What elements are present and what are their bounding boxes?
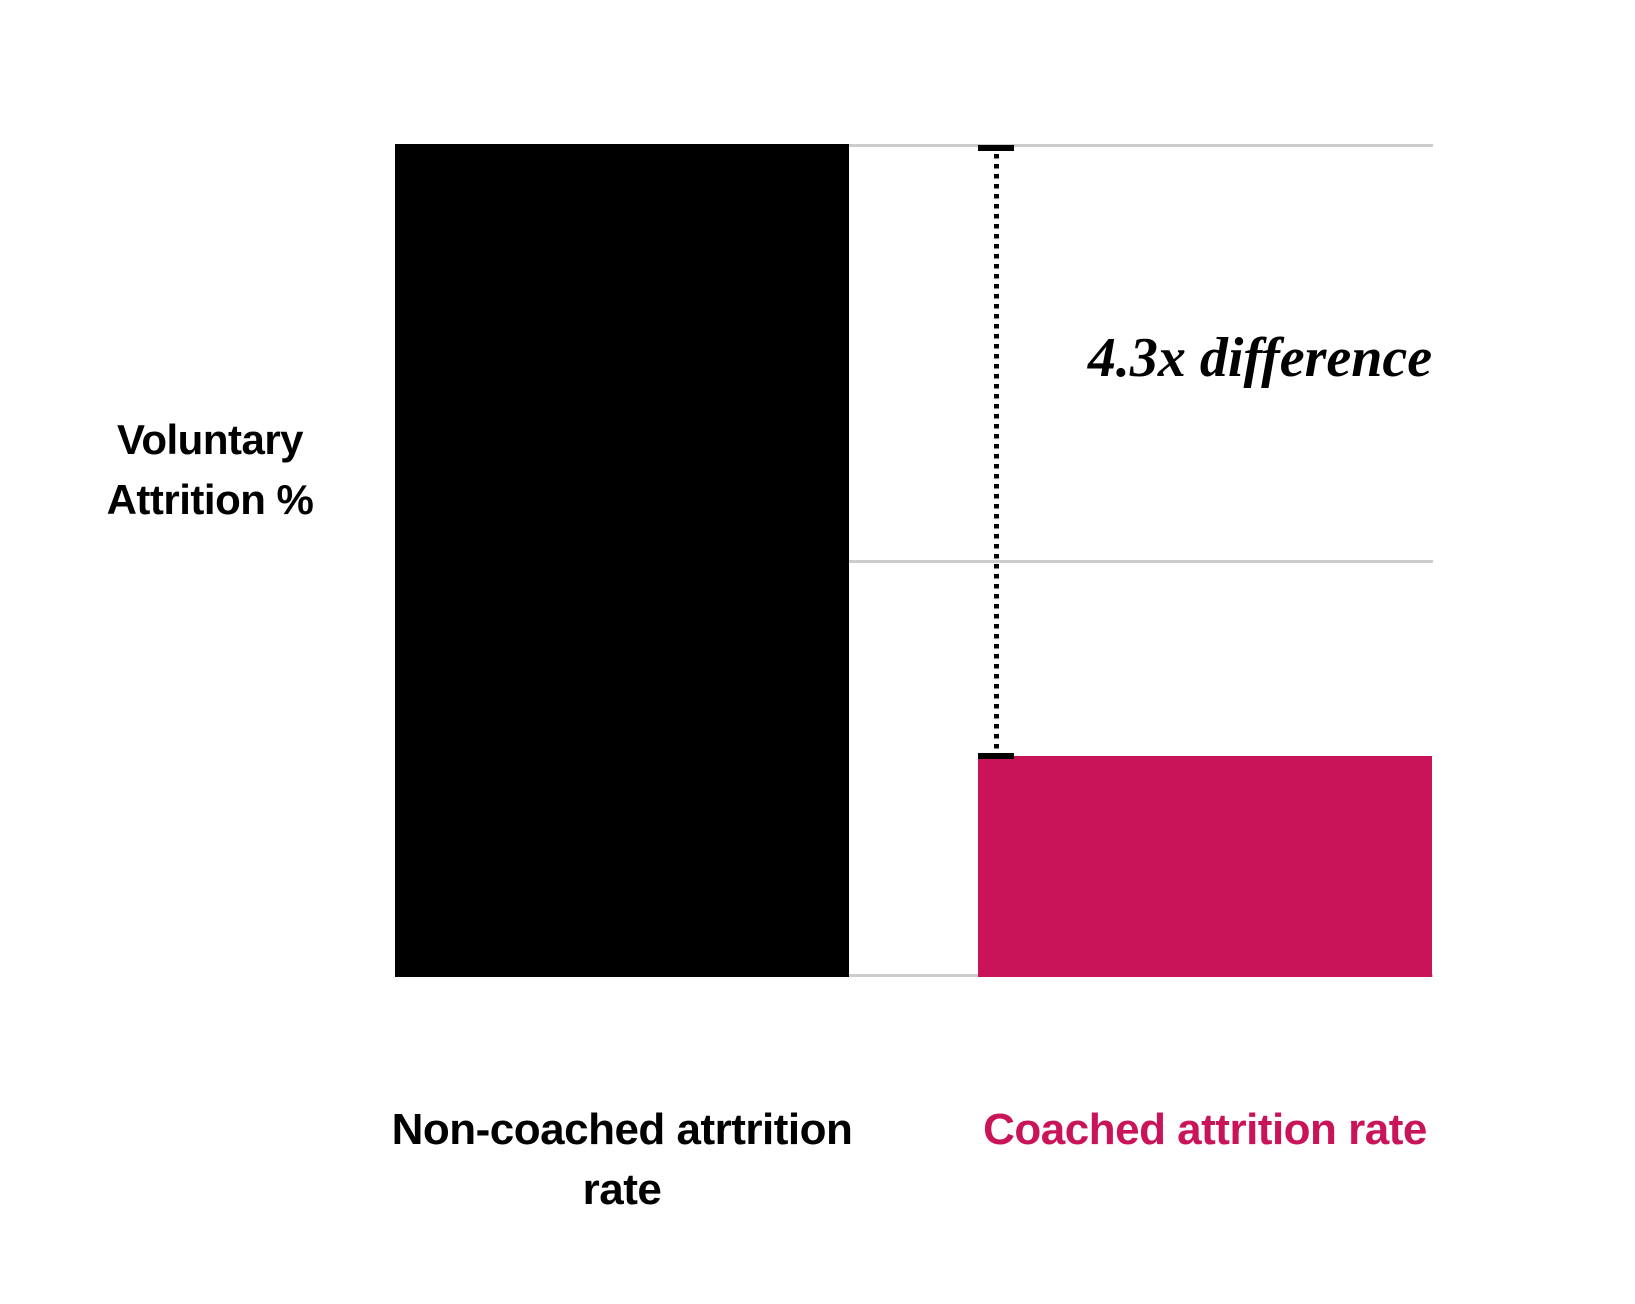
- category-label-coached: Coached attrition rate: [983, 1105, 1427, 1154]
- category-label-non-coached: Non-coached atrtrition rate: [391, 1105, 853, 1214]
- difference-cap-top-icon: [978, 145, 1014, 151]
- y-axis-label: Voluntary Attrition %: [106, 416, 314, 523]
- gridline-middle: [395, 559, 1433, 563]
- difference-cap-bottom-icon: [978, 753, 1014, 760]
- gridline-top: [395, 144, 1433, 147]
- plot-area: [395, 144, 1433, 977]
- difference-dotted-line: [994, 154, 999, 754]
- bar-coached: [978, 756, 1432, 977]
- difference-annotation: 4.3x difference: [1087, 327, 1433, 389]
- bar-non-coached: [395, 144, 849, 977]
- gridline-baseline: [395, 974, 1433, 977]
